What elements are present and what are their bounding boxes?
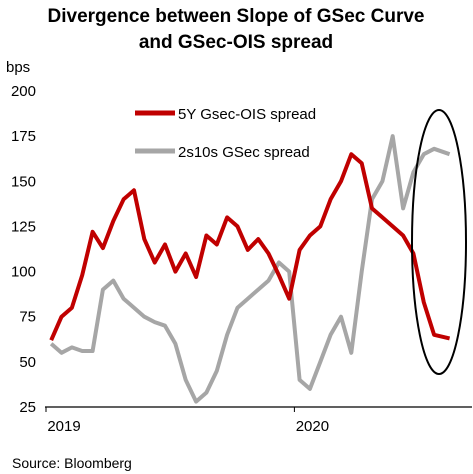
series-line-5y-gsec-ois-spread (49, 152, 451, 342)
x-tick-label: 2019 (47, 418, 80, 435)
y-tick-label: 25 (19, 399, 36, 416)
x-axis-ticks: 2019 2020 (45, 407, 329, 435)
y-tick-label: 200 (11, 83, 36, 100)
x-tick-label: 2020 (296, 418, 329, 435)
chart-title-line-2: and GSec-OIS spread (139, 32, 333, 53)
source-note: Source: Bloomberg (12, 455, 132, 471)
legend-label-2s10s-gsec: 2s10s GSec spread (178, 144, 310, 161)
y-axis-ticks: 200 175 150 125 100 75 50 25 (11, 83, 36, 416)
y-unit-label: bps (6, 59, 30, 76)
y-tick-label: 75 (19, 309, 36, 326)
series-layer (49, 134, 451, 404)
series-line-2s10s-gsec-spread (49, 134, 451, 404)
y-tick-label: 50 (19, 354, 36, 371)
legend-label-5y-gsec-ois: 5Y Gsec-OIS spread (178, 106, 316, 123)
y-tick-label: 175 (11, 128, 36, 145)
y-tick-label: 150 (11, 173, 36, 190)
y-tick-label: 100 (11, 264, 36, 281)
y-tick-label: 125 (11, 218, 36, 235)
chart-title-line-1: Divergence between Slope of GSec Curve (48, 6, 425, 27)
divergence-highlight-ellipse (411, 109, 467, 375)
